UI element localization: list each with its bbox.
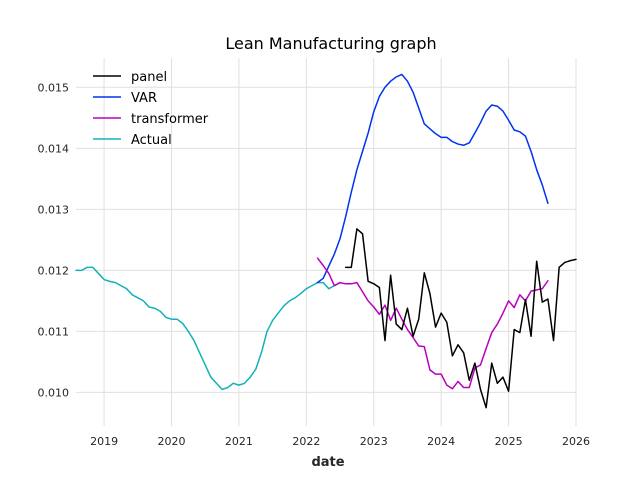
x-axis: 2019 2020 2021 2022 2023 2024 2025 2026 <box>90 435 590 448</box>
y-tick-label: 0.014 <box>38 142 70 155</box>
x-tick-label: 2021 <box>225 435 253 448</box>
x-axis-label: date <box>311 455 344 470</box>
legend: panel VAR transformer Actual <box>93 70 209 148</box>
x-tick-label: 2019 <box>90 435 118 448</box>
y-tick-label: 0.010 <box>38 386 70 399</box>
y-axis: 0.010 0.011 0.012 0.013 0.014 0.015 <box>38 81 70 399</box>
series-line-panel <box>344 228 577 409</box>
x-tick-label: 2025 <box>495 435 523 448</box>
x-tick-label: 2020 <box>158 435 186 448</box>
legend-label-transformer: transformer <box>131 112 209 127</box>
series-layer <box>75 73 577 409</box>
legend-label-var: VAR <box>131 91 157 106</box>
series-line-actual <box>75 266 341 391</box>
series-line-var <box>316 73 549 284</box>
chart-title: Lean Manufacturing graph <box>225 34 436 53</box>
x-tick-label: 2022 <box>292 435 320 448</box>
series-line-transformer <box>316 257 549 390</box>
legend-label-panel: panel <box>131 70 167 85</box>
y-tick-label: 0.011 <box>38 325 70 338</box>
x-tick-label: 2023 <box>360 435 388 448</box>
y-tick-label: 0.015 <box>38 81 70 94</box>
y-tick-label: 0.013 <box>38 203 70 216</box>
legend-label-actual: Actual <box>131 133 172 148</box>
x-tick-label: 2024 <box>427 435 455 448</box>
x-tick-label: 2026 <box>562 435 590 448</box>
grid-lines <box>76 58 577 426</box>
y-tick-label: 0.012 <box>38 264 70 277</box>
